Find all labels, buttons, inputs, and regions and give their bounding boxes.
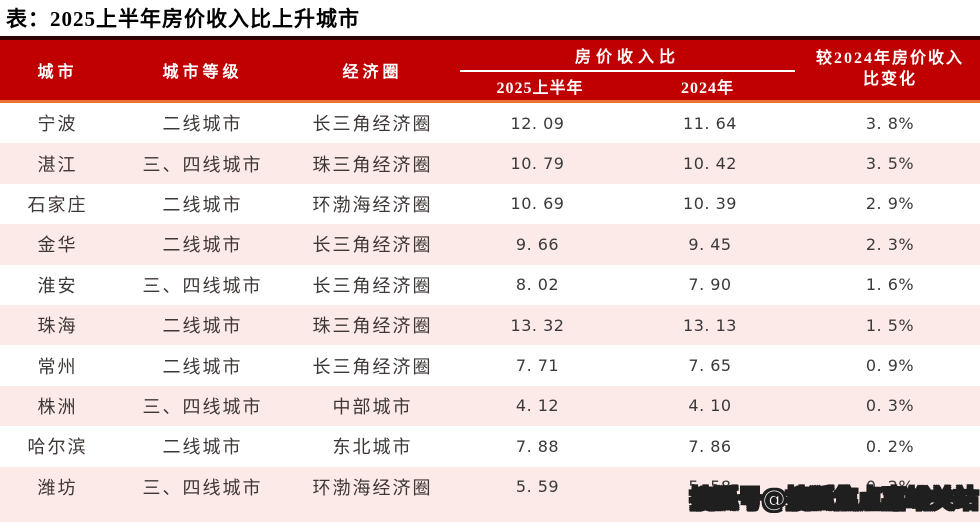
page-title: 表：2025上半年房价收入比上升城市 (6, 7, 360, 31)
cell-ratio-2025h1: 7. 88 (515, 436, 560, 456)
cell-ratio-2024: 5. 58 (688, 477, 732, 497)
cell-tier: 二线城市 (162, 437, 243, 458)
sohu-watermark: 搜狐号@搜狐焦点嘉峪关站 (689, 484, 979, 514)
cell-city: 常州 (37, 356, 78, 377)
cell-change: 3. 8% (865, 113, 915, 133)
cell-tier: 三、四线城市 (142, 396, 263, 417)
cell-city: 潍坊 (37, 477, 78, 498)
header-change-line2: 比变化 (862, 71, 917, 88)
cell-region: 中部城市 (332, 396, 413, 417)
cell-ratio-2025h1: 4. 12 (515, 396, 560, 416)
cell-ratio-2024: 7. 65 (688, 356, 732, 376)
cell-change: 1. 5% (865, 315, 915, 335)
cell-ratio-2024: 10. 39 (683, 194, 737, 214)
cell-region: 东北城市 (332, 437, 413, 458)
header-2025-h1: 2025上半年 (496, 80, 584, 97)
cell-change: 2. 9% (865, 194, 915, 214)
cell-change: 0. 2% (865, 436, 915, 456)
cell-change: 0. 9% (865, 356, 915, 376)
cell-ratio-2025h1: 9. 66 (515, 234, 560, 254)
cell-ratio-2024: 7. 86 (688, 436, 732, 456)
cell-ratio-2024: 13. 13 (683, 315, 737, 335)
cell-tier: 二线城市 (162, 114, 243, 135)
cell-city: 淮安 (37, 275, 78, 296)
cell-ratio-2025h1: 10. 79 (510, 154, 565, 174)
header-change-line1: 较2024年房价收入 (815, 50, 964, 68)
header-region: 经济圈 (342, 64, 403, 81)
cell-tier: 三、四线城市 (142, 477, 263, 498)
housing-ratio-table: 城市 城市等级 经济圈 房价收入比 2025上半年 2024年 较2024年房价… (0, 36, 980, 522)
cell-city: 株洲 (37, 396, 78, 417)
header-ratio-group-title: 房价收入比 (460, 40, 795, 72)
table-body: 宁波 二线城市 长三角经济圈 12. 09 11. 64 3. 8% 湛江 三、… (0, 103, 980, 522)
cell-ratio-2024: 7. 90 (688, 275, 732, 295)
table-row: 潍坊 三、四线城市 环渤海经济圈 5. 59 5. 58 0. 2% (0, 466, 980, 522)
cell-region: 珠三角经济圈 (312, 154, 433, 175)
cell-ratio-2025h1: 7. 71 (515, 356, 560, 376)
cell-tier: 二线城市 (162, 235, 243, 256)
table-row: 石家庄 二线城市 环渤海经济圈 10. 69 10. 39 2. 9% (0, 183, 980, 225)
cell-city: 金华 (37, 235, 78, 256)
header-city: 城市 (37, 64, 78, 81)
table-header-row: 城市 城市等级 经济圈 房价收入比 2025上半年 2024年 较2024年房价… (0, 36, 980, 103)
cell-change: 2. 3% (865, 234, 915, 254)
cell-region: 环渤海经济圈 (312, 477, 433, 498)
cell-change: 3. 5% (865, 154, 915, 174)
cell-region: 环渤海经济圈 (312, 194, 433, 215)
cell-ratio-2024: 10. 42 (683, 154, 737, 174)
cell-region: 长三角经济圈 (312, 356, 433, 377)
cell-tier: 二线城市 (162, 316, 243, 337)
header-ratio-group: 房价收入比 2025上半年 2024年 (455, 40, 800, 100)
cell-tier: 三、四线城市 (142, 154, 263, 175)
cell-ratio-2025h1: 5. 59 (515, 477, 560, 497)
cell-region: 长三角经济圈 (312, 235, 433, 256)
cell-city: 哈尔滨 (27, 437, 88, 458)
table-row: 宁波 二线城市 长三角经济圈 12. 09 11. 64 3. 8% (0, 103, 980, 144)
table-row: 株洲 三、四线城市 中部城市 4. 12 4. 10 0. 3% (0, 385, 980, 427)
cell-city: 宁波 (37, 114, 78, 135)
cell-region: 长三角经济圈 (312, 114, 433, 135)
cell-city: 珠海 (37, 316, 78, 337)
cell-ratio-2025h1: 8. 02 (515, 275, 560, 295)
cell-city: 湛江 (37, 154, 78, 175)
cell-change: 1. 6% (865, 275, 915, 295)
table-row: 珠海 二线城市 珠三角经济圈 13. 32 13. 13 1. 5% (0, 304, 980, 346)
header-tier: 城市等级 (162, 64, 243, 81)
cell-ratio-2024: 4. 10 (688, 396, 732, 416)
cell-change: 0. 2% (865, 477, 915, 497)
cell-ratio-2024: 9. 45 (688, 234, 732, 254)
cell-ratio-2025h1: 10. 69 (510, 194, 565, 214)
cell-ratio-2025h1: 12. 09 (510, 113, 565, 133)
header-ratio-subrow: 2025上半年 2024年 (460, 72, 795, 100)
cell-tier: 三、四线城市 (142, 275, 263, 296)
header-2024: 2024年 (680, 80, 734, 97)
cell-region: 珠三角经济圈 (312, 316, 433, 337)
cell-tier: 二线城市 (162, 194, 243, 215)
table-row: 淮安 三、四线城市 长三角经济圈 8. 02 7. 90 1. 6% (0, 264, 980, 305)
cell-region: 长三角经济圈 (312, 275, 433, 296)
cell-ratio-2024: 11. 64 (683, 113, 737, 133)
table-row: 湛江 三、四线城市 珠三角经济圈 10. 79 10. 42 3. 5% (0, 143, 980, 184)
cell-ratio-2025h1: 13. 32 (510, 315, 565, 335)
header-change: 较2024年房价收入 比变化 (800, 40, 980, 100)
cell-city: 石家庄 (27, 194, 88, 215)
table-row: 哈尔滨 二线城市 东北城市 7. 88 7. 86 0. 2% (0, 426, 980, 467)
table-row: 常州 二线城市 长三角经济圈 7. 71 7. 65 0. 9% (0, 345, 980, 386)
cell-tier: 二线城市 (162, 356, 243, 377)
cell-change: 0. 3% (865, 396, 915, 416)
table-row: 金华 二线城市 长三角经济圈 9. 66 9. 45 2. 3% (0, 224, 980, 265)
